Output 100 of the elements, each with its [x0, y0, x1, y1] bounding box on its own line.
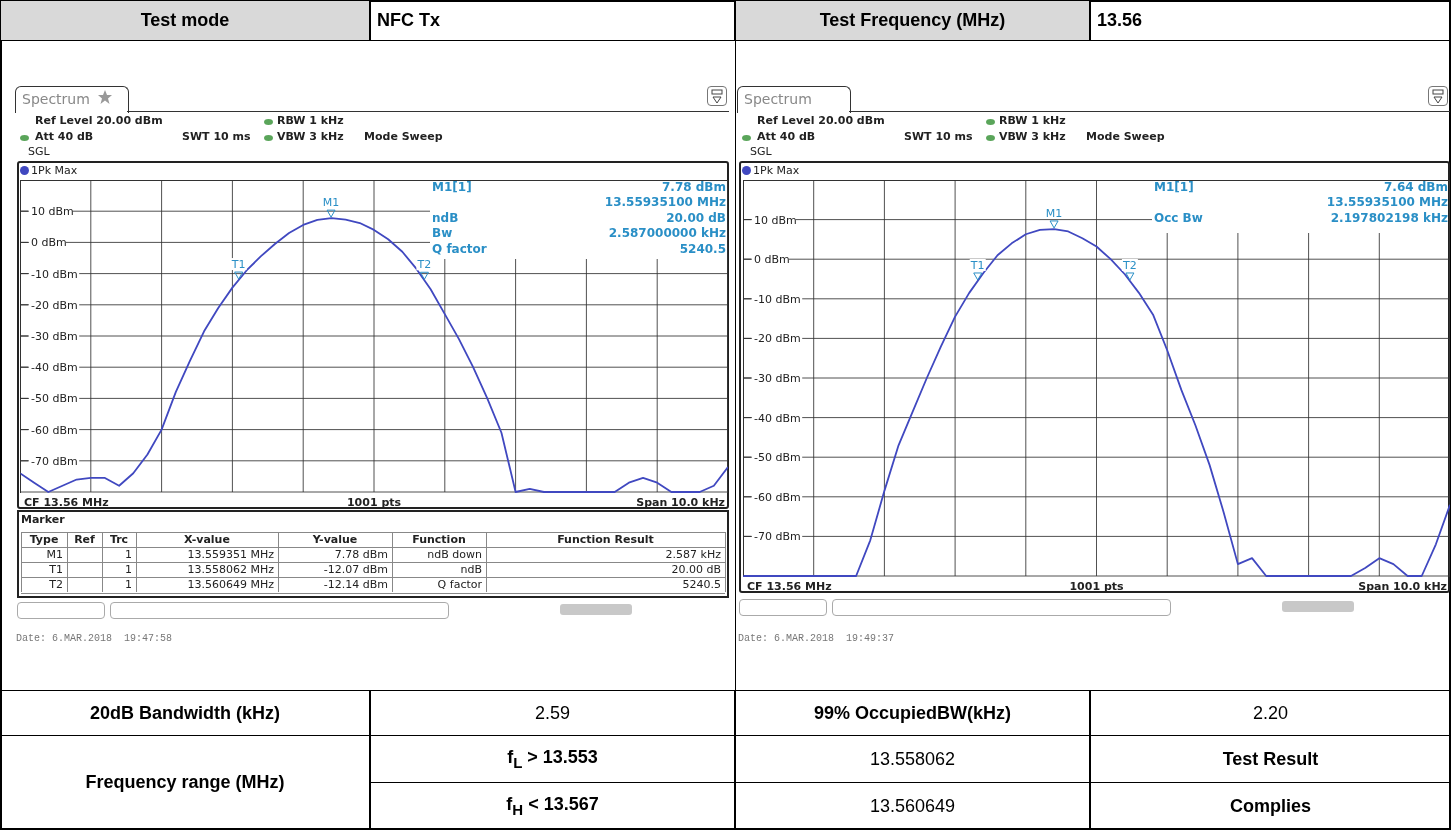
y-tick-label: -30 dBm: [754, 372, 801, 385]
text: Type: [29, 533, 59, 546]
annotation: 2.587000000 kHz: [608, 226, 726, 240]
annotation: M1[1]: [1154, 180, 1194, 194]
text: Span 10.0 kHz: [1358, 580, 1447, 593]
y-tick-label: 0 dBm: [754, 253, 790, 267]
text: ndB down: [427, 548, 482, 561]
text: T1: [49, 563, 63, 576]
annotation: Occ Bw: [1154, 211, 1203, 225]
text: -12.07 dBm: [323, 563, 388, 576]
text: 13.558062 MHz: [187, 563, 274, 576]
text: M1: [46, 548, 63, 561]
text: ndB: [460, 563, 482, 576]
y-tick-label: -50 dBm: [31, 392, 78, 406]
text: Frequency range (MHz): [85, 772, 285, 793]
y-tick-label: -40 dBm: [754, 411, 801, 425]
y-tick-label: 0 dBm: [31, 236, 67, 250]
text: Trc: [109, 533, 129, 546]
text: SGL: [28, 145, 50, 158]
chart-title: Spectrum: [744, 91, 812, 107]
annotation: 7.78 dBm: [661, 180, 726, 194]
text: SGL: [750, 145, 772, 158]
y-tick-label: -20 dBm: [31, 298, 78, 312]
text: f$_{H}$ < 13.567: [506, 794, 599, 818]
annotation: 13.55935100 MHz: [1326, 195, 1448, 209]
annotation: T1: [969, 258, 985, 272]
text: NFC Tx: [377, 10, 440, 31]
text: 1001 pts: [346, 496, 402, 509]
text: Marker: [21, 513, 65, 526]
legend-label: 1Pk Max: [753, 164, 800, 177]
text: Att 40 dB: [35, 130, 94, 143]
text: VBW 3 kHz: [999, 130, 1066, 143]
text: Q factor: [437, 578, 482, 591]
text: 2.59: [534, 702, 571, 724]
text: 5240.5: [682, 578, 721, 591]
text: X-value: [184, 533, 230, 546]
text: RBW 1 kHz: [999, 114, 1066, 127]
text: 13.560649 MHz: [187, 578, 274, 591]
y-tick-label: -70 dBm: [31, 454, 78, 468]
y-tick-label: -60 dBm: [754, 490, 801, 504]
text: 20dB Bandwidth (kHz): [89, 702, 280, 724]
annotation: T2: [416, 258, 432, 272]
text: Date: 6.MAR.2018 19:49:37: [738, 633, 895, 644]
text: SWT 10 ms: [182, 130, 251, 143]
y-tick-label: -50 dBm: [754, 451, 801, 465]
text: 13.560649: [869, 795, 956, 817]
text: Mode Sweep: [364, 130, 443, 143]
annotation: M1: [1045, 206, 1063, 220]
text: RBW 1 kHz: [277, 114, 344, 127]
text: SWT 10 ms: [904, 130, 973, 143]
text: Y-value: [312, 533, 358, 546]
text: 1: [125, 563, 132, 576]
text: 7.78 dBm: [334, 548, 388, 561]
text: 13.56: [1097, 10, 1143, 31]
annotation: Q factor: [432, 242, 487, 256]
text: 2.587 kHz: [665, 548, 721, 561]
text: Span 10.0 kHz: [636, 496, 725, 509]
text: Function: [412, 533, 466, 546]
text: Ref Level 20.00 dBm: [757, 114, 885, 127]
y-tick-label: 10 dBm: [754, 213, 797, 227]
annotation: 20.00 dB: [666, 211, 726, 225]
text: 13.559351 MHz: [187, 548, 274, 561]
text: 1001 pts: [1069, 580, 1124, 593]
text: CF 13.56 MHz: [747, 580, 832, 593]
annotation: M1[1]: [432, 180, 472, 194]
annotation: ndB: [432, 211, 459, 225]
text: Test Frequency (MHz): [819, 10, 1006, 31]
text: -12.14 dBm: [323, 578, 388, 591]
y-tick-label: -30 dBm: [31, 330, 78, 343]
text: 20.00 dB: [671, 563, 721, 576]
y-tick-label: -40 dBm: [31, 361, 78, 375]
legend-label: 1Pk Max: [31, 164, 78, 177]
annotation: M1: [322, 196, 340, 210]
text: Date: 6.MAR.2018 19:47:58: [16, 633, 173, 644]
annotation: 2.197802198 kHz: [1330, 211, 1448, 225]
annotation: Bw: [432, 226, 453, 240]
text: 13.558062: [869, 748, 956, 770]
text: Complies: [1229, 795, 1312, 817]
text: Test mode: [140, 10, 230, 31]
text: 99% OccupiedBW(kHz): [813, 702, 1012, 724]
text: Att 40 dB: [757, 130, 816, 143]
text: CF 13.56 MHz: [24, 496, 109, 509]
y-tick-label: -20 dBm: [754, 332, 801, 346]
text: VBW 3 kHz: [277, 130, 344, 143]
annotation: T1: [230, 258, 246, 272]
chart-title: Spectrum: [22, 91, 90, 107]
y-tick-label: -60 dBm: [31, 423, 78, 437]
y-tick-label: -70 dBm: [754, 530, 801, 544]
text: Function Result: [557, 533, 654, 546]
y-tick-label: 10 dBm: [31, 205, 74, 219]
text: 1: [125, 548, 132, 561]
text: Test Result: [1222, 748, 1319, 770]
text: Mode Sweep: [1086, 130, 1165, 143]
annotation: 13.55935100 MHz: [604, 195, 726, 209]
annotation: 5240.5: [679, 242, 726, 256]
text: T2: [49, 578, 63, 591]
annotation: 7.64 dBm: [1383, 180, 1448, 194]
annotation: T2: [1122, 258, 1137, 272]
text: 2.20: [1252, 702, 1289, 724]
y-tick-label: -10 dBm: [31, 267, 78, 281]
